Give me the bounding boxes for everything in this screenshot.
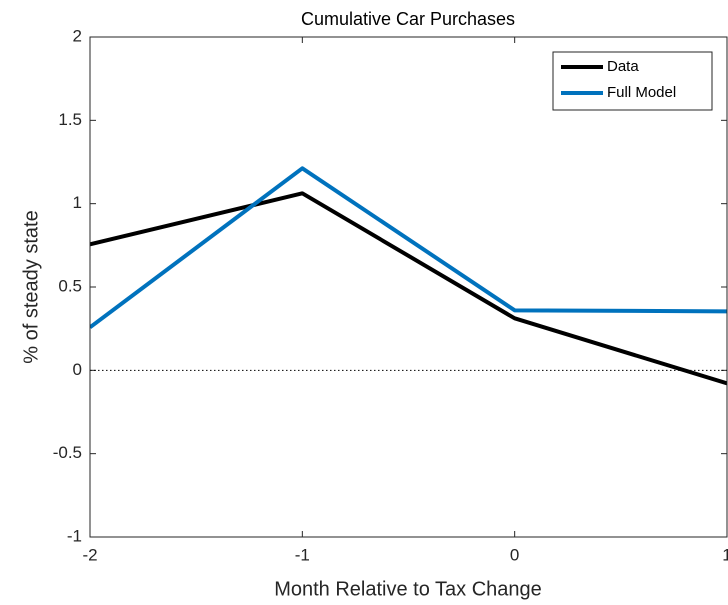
x-axis-label: Month Relative to Tax Change: [274, 578, 542, 600]
chart-title: Cumulative Car Purchases: [301, 9, 515, 29]
x-tick-label: -1: [295, 545, 310, 564]
y-tick-label: -0.5: [53, 443, 82, 462]
series-line: [90, 191, 727, 386]
x-tick-label: -2: [82, 545, 97, 564]
legend-label: Data: [607, 58, 639, 75]
y-tick-label: 1: [73, 193, 82, 212]
x-tick-label: 0: [510, 545, 519, 564]
y-tick-label: -1: [67, 526, 82, 545]
series-line: [90, 166, 727, 329]
y-tick-label: 0: [73, 360, 82, 379]
x-tick-label: 1: [722, 545, 728, 564]
y-axis-label: % of steady state: [20, 210, 42, 363]
plot-frame: [89, 36, 728, 538]
y-tick-label: 1.5: [58, 110, 82, 129]
y-tick-label: 0.5: [58, 276, 82, 295]
legend-box: [552, 51, 713, 111]
legend-label: Full Model: [607, 84, 676, 101]
y-tick-label: 2: [73, 26, 82, 45]
